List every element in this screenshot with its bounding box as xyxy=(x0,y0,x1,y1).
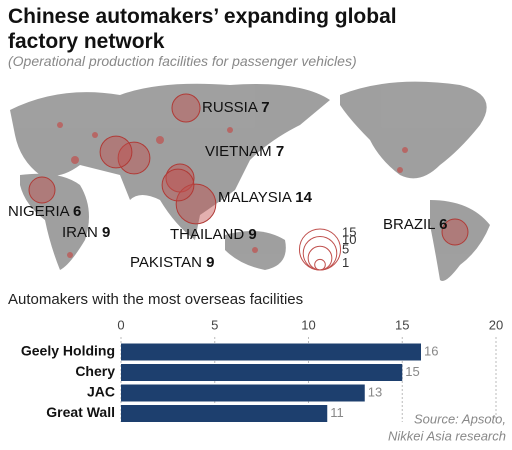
size-legend-label: 1 xyxy=(342,255,349,270)
bubble-label: RUSSIA 7 xyxy=(202,99,270,116)
value-label: 16 xyxy=(424,343,438,358)
y-tick-label: Great Wall xyxy=(46,404,115,420)
bubble-label: BRAZIL 6 xyxy=(383,216,447,233)
minor-dots xyxy=(57,122,408,258)
country-name: NIGERIA xyxy=(8,203,70,220)
size-legend-label: 5 xyxy=(342,242,349,257)
country-name: MALAYSIA xyxy=(218,189,292,206)
bar xyxy=(121,384,365,402)
country-value: 6 xyxy=(439,216,447,233)
source: Nikkei Asia research xyxy=(388,428,506,443)
size-legend-label: 15 xyxy=(342,224,356,239)
chart-title: Automakers with the most overseas facili… xyxy=(8,291,303,308)
bar xyxy=(121,364,403,381)
value-label: 13 xyxy=(368,384,382,399)
country-name: THAILAND xyxy=(170,226,244,243)
size-legend-circle xyxy=(298,228,342,271)
title: Chinese automakers’ expanding global fac… xyxy=(8,5,397,53)
x-tick-label: 5 xyxy=(211,317,218,332)
country-value: 9 xyxy=(206,254,214,271)
source: Source: Apsoto, xyxy=(414,411,506,426)
bubble-label: THAILAND 9 xyxy=(170,226,257,243)
bar xyxy=(121,343,421,361)
bubble-label: VIETNAM 7 xyxy=(205,143,284,160)
bubble-label: MALAYSIA 14 xyxy=(218,189,313,206)
country-name: IRAN xyxy=(62,224,98,241)
bubble xyxy=(161,168,195,202)
value-label: 11 xyxy=(330,405,344,420)
subtitle: (Operational production facilities for p… xyxy=(8,53,357,69)
size-legend-circle xyxy=(314,258,326,271)
country-name: BRAZIL xyxy=(383,216,435,233)
bubble xyxy=(175,183,217,225)
x-tick-label: 0 xyxy=(117,317,124,332)
bubble-label: IRAN 9 xyxy=(62,224,110,241)
country-value: 6 xyxy=(73,203,81,220)
country-value: 9 xyxy=(248,226,256,243)
value-label: 15 xyxy=(405,364,419,379)
country-value: 14 xyxy=(295,189,312,206)
country-value: 9 xyxy=(102,224,110,241)
country-name: PAKISTAN xyxy=(130,254,202,271)
y-tick-label: JAC xyxy=(87,384,115,400)
country-name: VIETNAM xyxy=(205,143,272,160)
world-map xyxy=(10,81,490,281)
bubble xyxy=(28,176,56,204)
country-value: 7 xyxy=(276,143,284,160)
bubble xyxy=(99,135,133,169)
bubble-label: NIGERIA 6 xyxy=(8,203,81,220)
size-legend-label: 10 xyxy=(342,232,356,247)
y-tick-label: Geely Holding xyxy=(21,343,115,359)
bar xyxy=(121,405,328,422)
size-legend-circle xyxy=(307,245,333,271)
bubble xyxy=(171,93,201,123)
bubble xyxy=(117,141,151,175)
bubble-label: PAKISTAN 9 xyxy=(130,254,214,271)
size-legend-circle xyxy=(302,235,338,271)
y-tick-label: Chery xyxy=(75,363,115,379)
x-tick-label: 15 xyxy=(395,317,409,332)
bubble xyxy=(441,218,469,246)
country-value: 7 xyxy=(261,99,269,116)
x-tick-label: 10 xyxy=(301,317,315,332)
country-name: RUSSIA xyxy=(202,99,258,116)
x-tick-label: 20 xyxy=(489,317,503,332)
